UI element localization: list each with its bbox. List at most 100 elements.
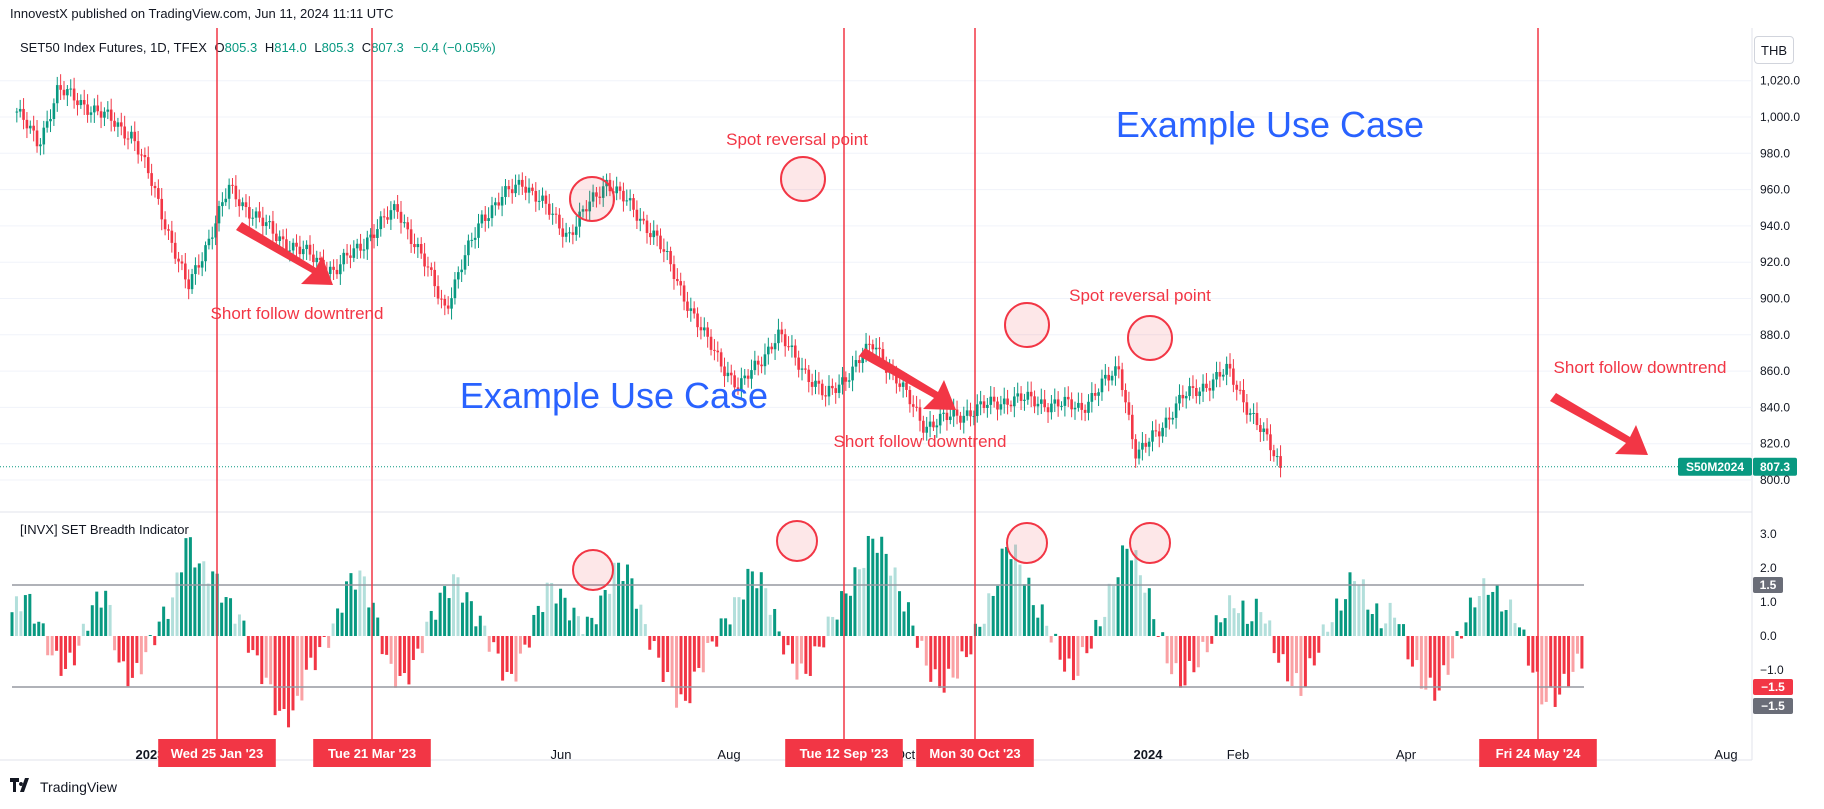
breadth-bar [617,562,621,636]
breadth-bar [1036,617,1040,636]
breadth-bar [237,614,241,636]
breadth-bar [99,607,103,636]
breadth-bar [211,571,215,636]
candle-body [22,108,25,120]
breadth-bar [23,595,27,636]
candle-body [554,213,558,215]
candle-body [898,383,902,387]
candle-body [982,401,986,408]
tradingview-logo[interactable]: TradingView [10,778,117,796]
breadth-bar [1509,599,1513,636]
candle-body [379,216,383,230]
lower-value-box [1753,679,1793,695]
candle-body [659,235,662,250]
candle-body [1043,399,1046,408]
candle-body [652,230,656,238]
candle-body [1053,399,1057,404]
candle-body [800,368,804,370]
candle-body [763,354,767,367]
date-marker-box [916,739,1034,767]
indicator-title[interactable]: [INVX] SET Breadth Indicator [20,522,189,537]
breadth-bar [835,619,839,636]
candle-body [180,261,184,264]
breadth-bar [1473,607,1477,636]
candle-body [15,111,19,113]
time-tick: Apr [1396,747,1417,762]
breadth-bar [550,582,554,636]
short-downtrend-label: Short follow downtrend [834,432,1007,451]
breadth-bar [1134,550,1138,636]
candle-body [1026,391,1030,400]
candle-body [1171,417,1175,420]
candle-body [770,346,773,350]
breadth-bar [728,624,732,636]
candle-body [430,267,433,270]
breadth-bar [1228,595,1232,636]
reversal-circles [569,156,1173,591]
candle-body [1046,407,1050,413]
candle-body [1265,428,1269,435]
candle-body [541,195,544,201]
breadth-bar [750,571,754,636]
breadth-bar [1022,584,1026,636]
currency-button[interactable]: THB [1754,36,1794,64]
breadth-bar [969,636,973,655]
breadth-bar [621,581,625,636]
candle-body [1063,396,1067,406]
candle-body [173,242,177,259]
breadth-bar [996,585,1000,636]
breadth-bar [1259,612,1263,636]
candle-body [93,105,96,113]
candle-body [945,412,949,420]
breadth-bar [1040,604,1044,636]
candle-body [1184,396,1188,399]
candle-body [999,404,1003,410]
breadth-bar [554,603,558,636]
candle-body [585,209,588,212]
candle-body [642,218,645,221]
breadth-bar [518,636,522,654]
last-price-box [1753,457,1797,476]
breadth-bar [902,611,906,636]
breadth-bar [951,636,955,678]
breadth-bar [1241,600,1245,636]
breadth-bar [603,590,607,636]
candle-body [942,412,945,414]
candle-body [49,118,52,122]
breadth-bar [32,623,36,636]
candle-body [699,327,703,331]
candle-body [443,298,447,306]
date-marker-box [158,739,276,767]
breadth-bar [1263,623,1267,636]
candle-body [1195,387,1198,397]
candle-body [790,345,794,348]
candle-body [622,190,625,202]
candle-body [975,404,979,417]
breadth-bar [434,619,438,636]
breadth-bar [148,634,152,636]
date-marker-lines [216,28,1539,740]
candle-body [170,230,174,243]
breadth-bar [1205,636,1209,653]
breadth-bar [1245,623,1249,636]
breadth-bar [706,636,710,643]
breadth-bar [1433,636,1437,701]
breadth-bar [710,636,714,642]
breadth-bar [1384,623,1388,636]
breadth-bar [1179,636,1183,688]
candle-body [278,236,281,241]
breadth-bar [1549,636,1553,688]
candle-body [743,375,747,379]
candle-body [315,257,319,263]
price-grid [0,80,1752,481]
candle-body [1208,388,1212,391]
breadth-bar [425,621,429,636]
candle-body [1181,394,1185,399]
symbol-name[interactable]: SET50 Index Futures, 1D, TFEX [20,40,207,55]
breadth-bar [1272,636,1276,654]
breadth-bar [1277,636,1281,663]
breadth-bar [77,636,81,646]
breadth-bar [28,593,32,636]
candle-body [157,188,160,199]
